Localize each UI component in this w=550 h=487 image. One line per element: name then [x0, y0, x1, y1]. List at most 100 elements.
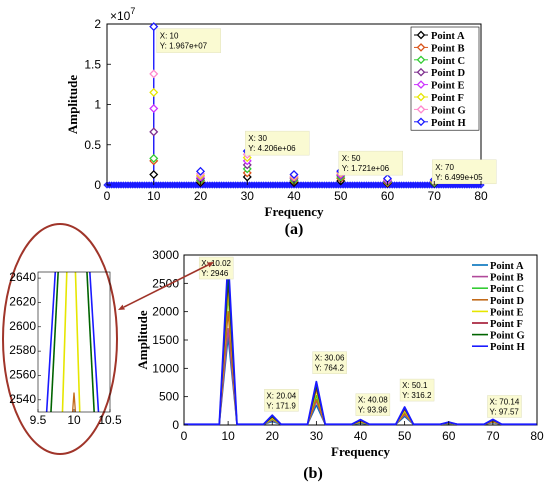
panel-a-legend-marker	[416, 105, 426, 114]
panel-b-y-tick-label: 3000	[152, 248, 179, 262]
panel-b-x-tick-label: 70	[486, 429, 500, 443]
inset-y-tick-label: 2620	[9, 294, 36, 308]
panel-a-datatip-y: Y: 4.206e+06	[248, 144, 296, 153]
panel-a-legend-marker	[416, 67, 426, 77]
panel-a-legend-label: Point A	[431, 31, 465, 42]
panel-b-y-tick-label: 2500	[152, 276, 179, 290]
panel-b-datatip-x: X: 70.14	[489, 397, 519, 406]
panel-a-marker-point-g	[149, 69, 159, 79]
panel-a-x-tick-label: 60	[381, 189, 395, 203]
panel-a: X: 10Y: 1.967e+07X: 30Y: 4.206e+06X: 50Y…	[65, 6, 497, 238]
panel-b-datatip-box	[264, 389, 299, 412]
panel-b-datatip-y: Y: 2946	[201, 269, 229, 278]
panel-b: X: 10.02Y: 2946 X: 20.04Y: 171.9 X: 30.06 Y…	[135, 248, 544, 482]
zoom-arrow-head	[207, 262, 214, 268]
panel-a-x-tick-label: 0	[104, 189, 111, 203]
panel-a-datatip-y: Y: 6.499e+05	[435, 173, 483, 182]
panel-b-legend-label: Point A	[490, 261, 524, 272]
panel-a-y-tick-label: 0	[94, 178, 101, 192]
inset-x-tick-label: 10	[67, 413, 81, 427]
panel-a-x-tick-label: 70	[428, 189, 442, 203]
panel-b-legend-label: Point D	[490, 296, 525, 307]
panel-a-marker-point-h	[149, 22, 159, 32]
inset-y-tick-label: 2640	[9, 270, 36, 284]
zoom-inset: 2540 2560 2580 2600 2620 2640 9.5 10 10.5	[2, 223, 214, 455]
panel-b-x-axis-label: Frequency	[331, 444, 390, 459]
panel-b-datatip-x: X: 40.08	[358, 396, 388, 405]
panel-a-datatip-box	[432, 159, 497, 185]
inset-series-line	[61, 272, 68, 412]
inset-series-line	[86, 272, 95, 412]
inset-series-line	[50, 272, 59, 412]
panel-b-datatip-x: X: 30.06	[315, 354, 345, 363]
panel-a-legend-label: Point H	[431, 118, 466, 129]
panel-a-datatip-x: X: 30	[248, 134, 267, 143]
panel-b-x-tick-label: 30	[310, 429, 324, 443]
panel-b-datatip-box	[312, 351, 347, 374]
panel-a-x-tick-label: 80	[474, 189, 488, 203]
panel-b-datatip-x: X: 10.02	[201, 259, 231, 268]
panel-a-y-tick-label: 2	[94, 17, 101, 31]
panel-a-legend-label: Point G	[431, 105, 466, 116]
inset-x-tick-label: 9.5	[30, 413, 47, 427]
panel-b-legend-box	[470, 258, 534, 355]
panel-a-datatip-x: X: 10	[160, 32, 179, 41]
panel-a-legend-marker	[416, 92, 426, 102]
panel-b-datatip-y: Y: 316.2	[402, 391, 432, 400]
panel-b-x-tick-label: 0	[181, 429, 188, 443]
panel-b-x-tick-label: 50	[398, 429, 412, 443]
panel-b-datatip-y: Y: 93.96	[358, 406, 388, 415]
panel-a-y-tick-label: 1	[94, 98, 101, 112]
panel-a-x-tick-label: 30	[241, 189, 255, 203]
inset-series-line	[45, 272, 57, 412]
panel-a-marker-point-c	[149, 153, 159, 163]
panel-a-legend-label: Point E	[431, 81, 465, 92]
panel-b-legend-label: Point H	[490, 342, 525, 353]
panel-a-marker-point-h	[195, 166, 206, 176]
panel-b-line-point-h	[184, 257, 537, 426]
panel-b-datatip-x: X: 50.1	[402, 381, 428, 390]
panel-a-legend-marker	[416, 117, 426, 127]
panel-b-x-tick-label: 80	[530, 429, 544, 443]
panel-b-legend-label: Point F	[490, 319, 523, 330]
panel-a-datatip-x: X: 50	[342, 154, 361, 163]
inset-series-line	[74, 272, 81, 412]
panel-a-legend-marker	[416, 55, 426, 65]
panel-a-legend-label: Point C	[431, 56, 465, 67]
panel-a-datatip-box	[338, 150, 403, 176]
panel-a-x-tick-label: 20	[194, 189, 208, 203]
panel-a-marker-point-a	[149, 170, 159, 180]
panel-b-y-tick-label: 0	[172, 418, 179, 432]
inset-y-tick-label: 2540	[9, 392, 36, 406]
inset-small-peak	[71, 392, 77, 412]
panel-b-y-tick-label: 2000	[152, 305, 179, 319]
panel-b-y-axis-label: Amplitude	[135, 310, 150, 369]
panel-b-legend-label: Point C	[490, 284, 524, 295]
zoom-inset-axes	[37, 271, 111, 413]
panel-b-legend-label: Point B	[490, 273, 524, 284]
panel-a-marker-point-h	[289, 170, 299, 180]
inset-series-line	[89, 272, 100, 412]
panel-b-datatip-box	[487, 395, 522, 418]
panel-a-x-tick-label: 40	[287, 189, 301, 203]
panel-a-marker-point-f	[149, 87, 159, 97]
panel-b-datatip-box	[399, 378, 435, 402]
panel-b-datatip-box	[355, 393, 391, 416]
panel-a-datatip-y: Y: 1.721e+06	[342, 164, 390, 173]
panel-b-datatip-x: X: 20.04	[266, 391, 296, 400]
panel-b-legend-label: Point E	[490, 307, 524, 318]
panel-b-x-tick-label: 60	[442, 429, 456, 443]
zoom-arrow	[123, 264, 209, 308]
zoom-inset-ellipse	[2, 223, 118, 455]
inset-x-tick-label: 10.5	[98, 413, 122, 427]
panel-b-x-tick-label: 10	[221, 429, 235, 443]
panel-a-marker-point-d	[149, 127, 159, 137]
panel-a-legend-marker	[416, 80, 426, 89]
panel-a-caption: (a)	[285, 221, 304, 238]
panel-b-datatip-y: Y: 171.9	[266, 401, 296, 410]
panel-a-datatip-box	[245, 130, 310, 156]
inset-y-tick-label: 2600	[9, 319, 36, 333]
